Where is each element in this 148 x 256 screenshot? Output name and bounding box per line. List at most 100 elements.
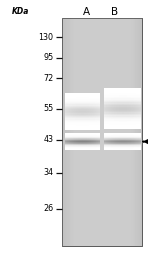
- Bar: [128, 97, 129, 98]
- Bar: [90, 120, 91, 121]
- Bar: [98, 113, 99, 114]
- Bar: [92, 99, 93, 101]
- Bar: [96, 101, 97, 102]
- Bar: [130, 125, 131, 126]
- Bar: [138, 111, 139, 112]
- Bar: [132, 134, 133, 135]
- Bar: [78, 95, 79, 97]
- Bar: [138, 139, 139, 140]
- Bar: [74, 106, 75, 107]
- Bar: [78, 144, 79, 145]
- Bar: [115, 149, 116, 150]
- Bar: [117, 136, 118, 137]
- Bar: [132, 135, 133, 136]
- Bar: [125, 146, 126, 147]
- Bar: [69, 94, 70, 95]
- Bar: [87, 145, 88, 146]
- Bar: [66, 95, 67, 97]
- Bar: [74, 139, 75, 140]
- Bar: [72, 98, 73, 99]
- Bar: [140, 144, 141, 145]
- Bar: [83, 101, 84, 102]
- Bar: [72, 144, 73, 145]
- Bar: [127, 118, 128, 119]
- Bar: [98, 112, 99, 113]
- Bar: [140, 101, 141, 102]
- Bar: [133, 141, 134, 142]
- Bar: [111, 124, 112, 125]
- Bar: [134, 147, 135, 148]
- Bar: [99, 113, 100, 114]
- Bar: [84, 125, 85, 126]
- Bar: [98, 116, 99, 117]
- Bar: [99, 104, 100, 106]
- Bar: [96, 104, 97, 106]
- Bar: [106, 102, 107, 104]
- Bar: [114, 89, 115, 90]
- Bar: [75, 149, 76, 150]
- Bar: [110, 118, 111, 119]
- Bar: [71, 141, 72, 142]
- Bar: [105, 148, 106, 149]
- Bar: [106, 124, 107, 125]
- Bar: [79, 116, 80, 117]
- Bar: [68, 125, 69, 126]
- Bar: [123, 146, 124, 147]
- Bar: [124, 133, 125, 134]
- Bar: [72, 118, 73, 120]
- Bar: [89, 116, 90, 117]
- Bar: [104, 139, 105, 140]
- Bar: [90, 98, 91, 99]
- Bar: [140, 108, 141, 110]
- Bar: [137, 114, 138, 115]
- Bar: [82, 112, 83, 113]
- Bar: [107, 142, 108, 143]
- Bar: [68, 149, 69, 150]
- Bar: [115, 119, 116, 121]
- Bar: [115, 124, 116, 125]
- Bar: [98, 117, 99, 118]
- Bar: [85, 136, 86, 137]
- Bar: [94, 143, 95, 144]
- Bar: [76, 108, 77, 110]
- Bar: [91, 110, 92, 111]
- Bar: [104, 91, 105, 93]
- Bar: [91, 146, 92, 147]
- Bar: [70, 148, 71, 149]
- Bar: [137, 122, 138, 124]
- Bar: [80, 120, 81, 121]
- Bar: [94, 135, 95, 136]
- Bar: [128, 101, 129, 102]
- Bar: [82, 138, 83, 139]
- Bar: [139, 148, 140, 149]
- Bar: [138, 135, 139, 136]
- Bar: [67, 114, 68, 116]
- Bar: [128, 143, 129, 144]
- Bar: [128, 91, 129, 93]
- Bar: [67, 143, 68, 144]
- Bar: [107, 136, 108, 137]
- Bar: [86, 104, 87, 106]
- Bar: [133, 102, 134, 104]
- Bar: [118, 143, 119, 144]
- Bar: [114, 137, 115, 138]
- Bar: [85, 138, 86, 139]
- Bar: [75, 112, 76, 113]
- Bar: [110, 100, 111, 101]
- Bar: [65, 133, 66, 134]
- Bar: [72, 139, 73, 140]
- Bar: [65, 117, 66, 118]
- Bar: [81, 137, 82, 138]
- Bar: [94, 140, 95, 141]
- Bar: [126, 89, 127, 90]
- Bar: [99, 18, 101, 246]
- Bar: [120, 142, 121, 143]
- Bar: [105, 119, 106, 121]
- Bar: [73, 123, 74, 125]
- Bar: [70, 93, 71, 94]
- Bar: [120, 126, 121, 128]
- Bar: [66, 112, 67, 113]
- Bar: [135, 110, 136, 111]
- Bar: [66, 108, 67, 110]
- Bar: [68, 107, 69, 108]
